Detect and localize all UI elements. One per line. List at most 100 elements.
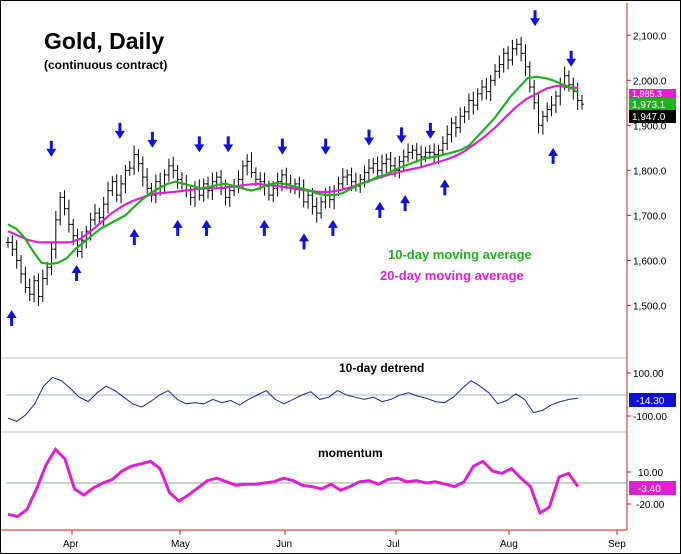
price-bar [553, 90, 558, 114]
price-bar [453, 115, 458, 138]
price-bar [32, 275, 37, 303]
close-badge-text: 1,947.0 [632, 112, 666, 123]
price-bar [23, 266, 28, 293]
price-tick-label: 1,900.0 [633, 121, 667, 132]
month-axis-ticks: Apr May Jun Jul Aug Sep [63, 530, 626, 550]
cycle-top-arrow [530, 10, 541, 27]
price-bar [92, 204, 97, 226]
cycle-top-arrow [320, 138, 331, 155]
price-bar [484, 78, 489, 100]
cycle-bottom-arrow [201, 219, 212, 236]
price-bar [545, 102, 550, 122]
ma10-badge-bg [629, 98, 676, 110]
month-tick-label: Jul [387, 539, 400, 550]
cycle-top-arrow [364, 129, 375, 146]
price-bar [519, 37, 524, 62]
price-bar [471, 91, 476, 115]
ma10-badge: 1,973.1 [629, 98, 676, 111]
price-bar [536, 93, 541, 134]
cycle-top-arrow [194, 136, 205, 153]
momentum-panel-label: momentum [318, 446, 383, 460]
month-tick-label: Sep [608, 539, 626, 550]
price-bar [10, 235, 15, 256]
price-bar [410, 144, 415, 160]
cycle-top-arrow [46, 140, 57, 157]
price-bar [6, 237, 10, 248]
detrend-badge-bg [629, 393, 676, 407]
price-bar [97, 207, 102, 225]
price-bar [375, 156, 380, 178]
ma10-badge-text: 1,973.1 [632, 100, 666, 111]
price-bar [540, 110, 545, 135]
price-tick-label: 1,700.0 [633, 211, 667, 222]
cycle-top-arrow [425, 122, 436, 139]
detrend-axis-label-top: 100.00 [633, 369, 664, 380]
price-bar [523, 44, 528, 77]
cycle-bottom-arrow [6, 309, 17, 326]
price-bar [440, 136, 445, 156]
price-bar [549, 96, 554, 117]
price-bar [227, 185, 232, 207]
price-bar [175, 164, 180, 189]
price-bar [462, 106, 467, 124]
price-bar [201, 178, 206, 202]
price-bar [140, 156, 145, 187]
price-bar [62, 190, 67, 216]
price-bar [445, 125, 450, 151]
price-bar [14, 240, 19, 269]
price-bar [145, 168, 150, 194]
detrend-axis-label-bottom: -100.00 [633, 412, 667, 423]
cycle-bottom-arrow [327, 219, 338, 236]
price-bar [466, 93, 471, 120]
price-bar [423, 146, 428, 163]
price-bar [27, 278, 32, 301]
price-bar [166, 158, 171, 182]
cycle-bottom-arrow [374, 201, 385, 218]
price-bar [58, 191, 63, 226]
price-bar [123, 164, 128, 194]
detrend-panel-label: 10-day detrend [339, 361, 424, 375]
price-bar [488, 74, 493, 102]
price-bar [506, 46, 511, 70]
ma20-line [7, 84, 579, 244]
close-badge: 1,947.0 [629, 110, 676, 123]
price-bar [493, 64, 498, 86]
detrend-line [7, 376, 579, 422]
price-bar [366, 159, 371, 183]
price-bar [414, 142, 419, 163]
price-bar [245, 154, 250, 176]
cycle-top-arrow [223, 136, 234, 153]
cycle-bottom-arrow [172, 219, 183, 236]
price-bar [240, 160, 245, 188]
price-bar [510, 39, 515, 66]
price-bar [136, 149, 141, 172]
price-bar [432, 143, 437, 163]
cycle-bottom-arrow [299, 233, 310, 250]
price-bar [132, 145, 137, 175]
price-bar [49, 241, 54, 276]
cycle-bottom-arrow [259, 219, 270, 236]
month-tick-label: May [171, 539, 190, 550]
chart-title: Gold, Daily [44, 28, 164, 54]
price-bar [362, 165, 367, 188]
close-badge-bg [629, 110, 676, 123]
month-tick-label: Aug [500, 539, 518, 550]
cycle-bottom-arrow [71, 264, 82, 281]
price-bar [40, 269, 45, 302]
ma10-line [7, 75, 579, 266]
price-tick-label: 1,600.0 [633, 256, 667, 267]
price-bar [127, 160, 132, 176]
price-bar [19, 255, 24, 284]
cycle-top-arrow [114, 122, 125, 139]
cycle-top-arrow [566, 50, 577, 67]
cycle-top-arrow [147, 131, 158, 148]
price-bar [110, 176, 115, 197]
price-bar [497, 55, 502, 79]
price-bar [371, 158, 376, 174]
price-bar [475, 88, 480, 111]
ma20-badge: 1,985.3 [629, 89, 676, 99]
price-bar [501, 47, 506, 73]
price-bar [384, 153, 389, 174]
price-tick-label: 2,000.0 [633, 76, 667, 87]
